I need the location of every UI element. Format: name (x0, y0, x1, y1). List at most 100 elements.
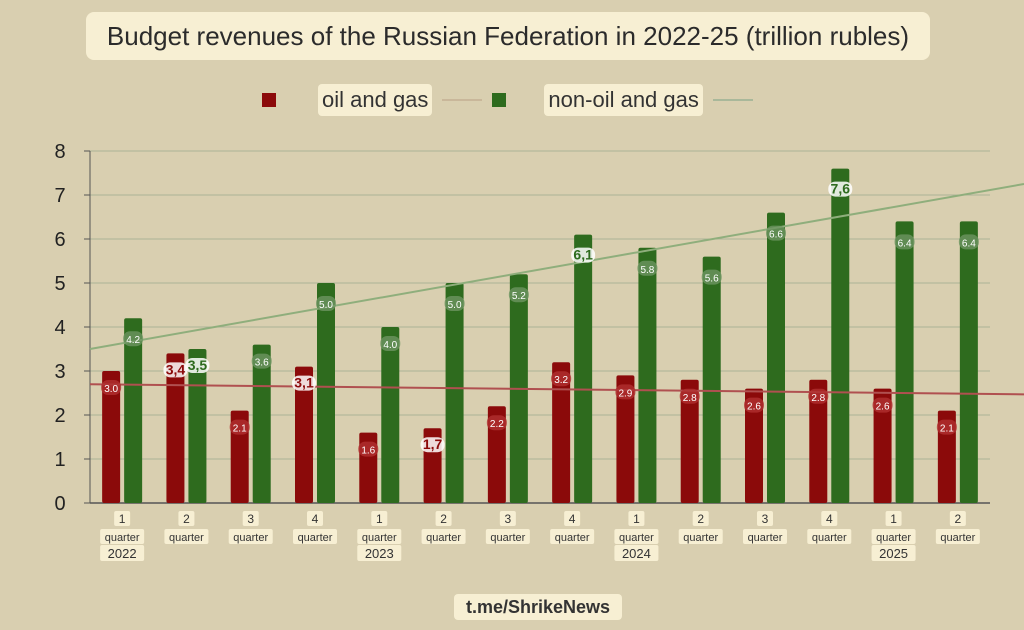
data-label-non-oil-and-gas: 6.4 (898, 238, 912, 249)
data-label-non-oil-and-gas-bg (958, 234, 979, 250)
x-tick-label: 2 (697, 512, 704, 526)
data-label-non-oil-and-gas-bg (380, 336, 401, 351)
x-tick-word-bg (164, 529, 209, 544)
data-label-oil-and-gas-bg (936, 419, 957, 435)
x-tick-bg (692, 511, 709, 526)
data-label-oil-and-gas: 1,7 (423, 436, 443, 452)
data-label-oil-and-gas-bg (163, 362, 188, 378)
data-label-oil-and-gas-bg (420, 437, 445, 453)
x-tick-word-bg (293, 529, 337, 544)
bar-oil-and-gas (295, 366, 313, 503)
data-label-oil-and-gas: 3.2 (554, 375, 568, 386)
x-tick-word-bg (614, 529, 659, 544)
x-tick-word: quarter (426, 532, 461, 544)
data-label-oil-and-gas: 2.1 (940, 424, 954, 435)
bar-oil-and-gas (166, 353, 185, 503)
x-tick-bg (307, 511, 323, 526)
y-tick-label: 8 (54, 141, 65, 163)
x-tick-label: 1 (633, 512, 640, 526)
data-label-oil-and-gas: 2.8 (811, 393, 825, 404)
x-tick-word: quarter (876, 532, 911, 544)
x-tick-bg (821, 511, 838, 526)
y-tick-label: 7 (54, 185, 65, 207)
trendline-oil-and-gas (89, 383, 1024, 396)
x-tick-bg (242, 511, 259, 526)
y-tick-label: 0 (54, 493, 65, 515)
x-tick-label: 1 (119, 512, 126, 526)
y-tick-label: 2 (54, 405, 65, 427)
year-label: 2024 (622, 546, 651, 561)
year-label: 2022 (108, 546, 137, 561)
year-label: 2025 (879, 546, 908, 561)
data-label-non-oil-and-gas: 5.8 (640, 265, 654, 276)
data-label-oil-and-gas-bg (551, 371, 572, 387)
x-tick-label: 4 (826, 512, 833, 526)
year-label-bg (614, 545, 659, 561)
bar-oil-and-gas (552, 362, 571, 503)
x-tick-label: 1 (890, 512, 897, 526)
x-tick-label: 3 (505, 512, 512, 526)
x-tick-label: 4 (569, 512, 576, 526)
y-tick-label: 3 (54, 361, 65, 383)
data-label-non-oil-and-gas: 3,5 (188, 357, 208, 373)
x-tick-bg (628, 511, 645, 526)
x-tick-bg (435, 511, 452, 526)
bar-oil-and-gas (680, 379, 699, 503)
data-label-oil-and-gas-bg (615, 384, 636, 400)
bar-non-oil-and-gas (895, 221, 914, 503)
legend-label-oil: oil and gas (318, 84, 433, 116)
x-tick-word: quarter (490, 532, 525, 544)
bar-non-oil-and-gas (317, 283, 335, 503)
bar-non-oil-and-gas (124, 318, 143, 503)
bar-non-oil-and-gas (574, 234, 593, 503)
x-tick-bg (499, 511, 516, 526)
year-label: 2023 (365, 546, 394, 561)
data-label-oil-and-gas: 3,4 (166, 361, 186, 377)
data-label-oil-and-gas-bg (101, 380, 122, 395)
data-label-oil-and-gas-bg (486, 415, 507, 431)
x-tick-word: quarter (555, 532, 590, 544)
trendline-non-oil-and-gas (89, 183, 1024, 350)
data-label-oil-and-gas: 3,1 (294, 375, 314, 391)
x-tick-bg (371, 511, 388, 526)
y-tick-label: 4 (54, 317, 65, 339)
bar-non-oil-and-gas (188, 349, 207, 503)
bar-non-oil-and-gas (702, 256, 721, 503)
x-tick-word: quarter (105, 532, 140, 544)
bar-oil-and-gas (616, 375, 635, 503)
y-tick-label: 6 (54, 229, 65, 251)
data-label-oil-and-gas-bg (229, 419, 250, 435)
bar-oil-and-gas (487, 406, 506, 503)
data-label-oil-and-gas: 3.0 (104, 384, 118, 395)
data-label-non-oil-and-gas: 6,1 (573, 247, 593, 263)
data-label-oil-and-gas-bg (872, 397, 893, 413)
data-label-oil-and-gas: 2.2 (490, 419, 504, 430)
legend-line-non-oil (712, 99, 753, 101)
data-label-non-oil-and-gas-bg (316, 296, 336, 311)
data-label-non-oil-and-gas-bg (571, 247, 596, 263)
data-label-non-oil-and-gas-bg (123, 331, 144, 347)
data-label-non-oil-and-gas-bg (251, 353, 272, 369)
x-tick-label: 4 (312, 512, 319, 526)
bar-oil-and-gas (745, 388, 763, 503)
data-label-non-oil-and-gas: 5.2 (512, 291, 526, 302)
data-label-non-oil-and-gas-bg (766, 225, 786, 241)
year-label-bg (100, 545, 145, 561)
x-tick-word: quarter (298, 532, 333, 544)
bar-non-oil-and-gas (638, 247, 657, 503)
data-label-oil-and-gas-bg (292, 375, 316, 391)
legend: oil and gas non-oil and gas (262, 82, 763, 118)
x-tick-word-bg (100, 529, 145, 544)
data-label-non-oil-and-gas-bg (185, 358, 210, 373)
x-tick-label: 3 (762, 512, 769, 526)
legend-swatch-oil (262, 93, 276, 107)
bar-non-oil-and-gas (767, 212, 785, 503)
x-tick-word: quarter (619, 532, 654, 544)
bar-non-oil-and-gas (252, 344, 271, 503)
x-tick-word: quarter (940, 532, 975, 544)
x-tick-word-bg (485, 529, 530, 544)
data-label-oil-and-gas: 2.1 (233, 424, 247, 435)
data-label-non-oil-and-gas: 6.6 (769, 230, 783, 241)
y-tick-label: 5 (54, 273, 65, 295)
